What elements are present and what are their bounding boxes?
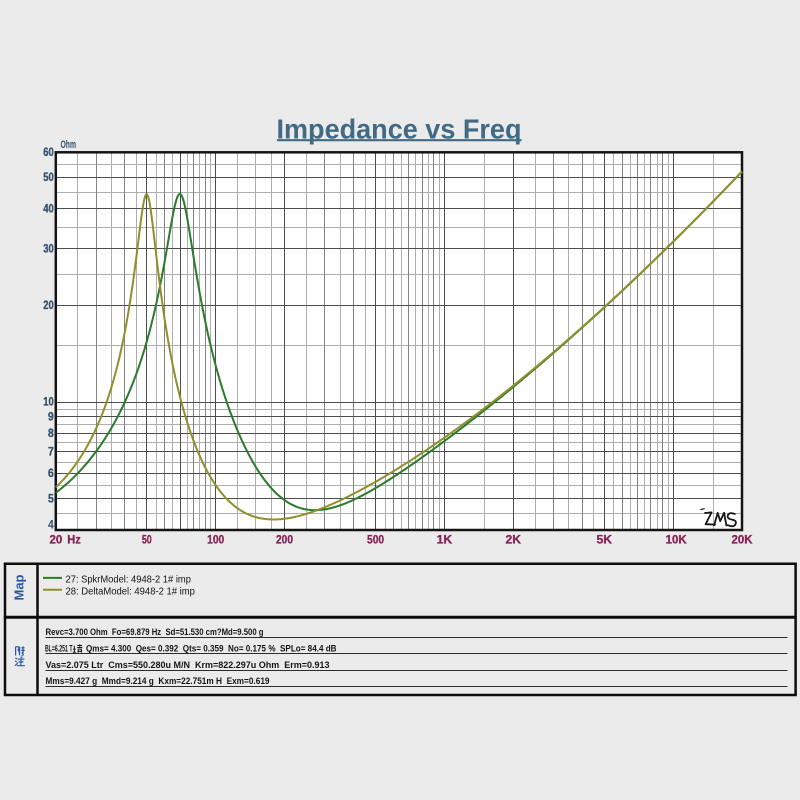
- svg-text:50: 50: [43, 172, 54, 184]
- svg-text:Hz: Hz: [67, 535, 81, 547]
- svg-text:Map: Map: [11, 574, 26, 600]
- svg-text:BL=6.251 T: BL=6.251 T: [45, 643, 73, 654]
- svg-text:10K: 10K: [666, 535, 688, 547]
- svg-text:5K: 5K: [597, 535, 613, 547]
- svg-text:8: 8: [48, 428, 54, 440]
- svg-text:6: 6: [48, 468, 54, 480]
- svg-text:Qms= 4.300 Qes= 0.392 Qts= 0: Qms= 4.300 Qes= 0.392 Qts= 0.359 No= 0.1…: [86, 643, 337, 654]
- svg-text:20: 20: [43, 300, 54, 312]
- svg-text:40: 40: [43, 203, 54, 215]
- svg-text:500: 500: [367, 535, 384, 547]
- svg-text:5: 5: [48, 493, 54, 505]
- svg-text:Revc=3.700 Ohm Fo=69.879 Hz: Revc=3.700 Ohm Fo=69.879 Hz Sd=51.530 cm…: [46, 627, 264, 638]
- svg-text:Vas=2.075 Ltr Cms=550.280u M/: Vas=2.075 Ltr Cms=550.280u M/N Krm=822.2…: [46, 660, 330, 671]
- svg-text:7: 7: [48, 446, 54, 458]
- svg-text:30: 30: [43, 243, 54, 255]
- svg-text:Mms=9.427 g Mmd=9.214 g Kxm=: Mms=9.427 g Mmd=9.214 g Kxm=22.751m H Ex…: [46, 676, 270, 687]
- svg-text:50: 50: [142, 535, 152, 547]
- svg-text:28: DeltaModel: 4948-2 1# imp: 28: DeltaModel: 4948-2 1# imp: [66, 586, 196, 597]
- svg-text:2K: 2K: [506, 535, 522, 547]
- svg-text:20: 20: [50, 535, 63, 547]
- svg-text:27: SpkrModel: 4948-2 1# imp: 27: SpkrModel: 4948-2 1# imp: [66, 575, 192, 586]
- svg-text:9: 9: [48, 411, 54, 423]
- svg-text:100: 100: [207, 535, 224, 547]
- svg-text:20K: 20K: [732, 535, 754, 547]
- svg-text:60: 60: [43, 147, 54, 159]
- svg-text:10: 10: [43, 397, 54, 409]
- svg-text:200: 200: [276, 535, 293, 547]
- svg-text:1K: 1K: [437, 535, 453, 547]
- svg-text:Ohm: Ohm: [61, 139, 77, 151]
- svg-text:4: 4: [48, 520, 54, 532]
